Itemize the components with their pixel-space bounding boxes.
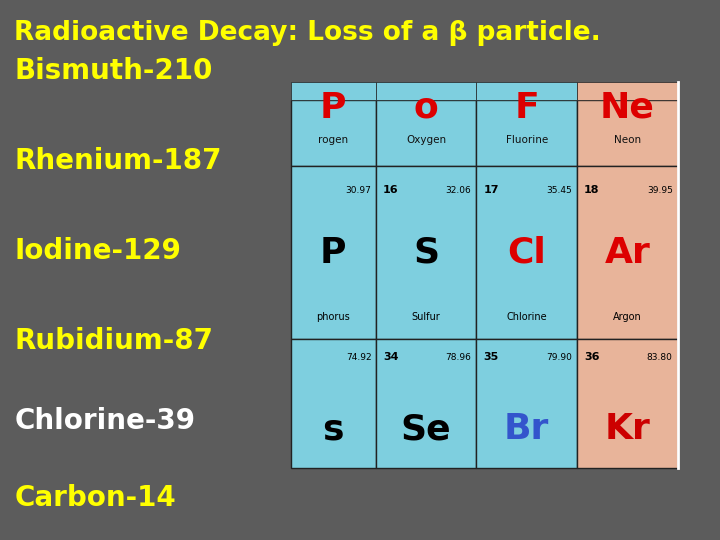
Text: Sulfur: Sulfur (412, 312, 441, 322)
Text: Cl: Cl (508, 236, 546, 269)
Text: 36: 36 (584, 352, 600, 362)
Text: Chlorine-39: Chlorine-39 (14, 407, 195, 435)
Text: Oxygen: Oxygen (406, 135, 446, 145)
Text: Ar: Ar (605, 236, 650, 269)
Text: P: P (320, 91, 346, 125)
Bar (376, 166, 477, 339)
Text: Ne: Ne (600, 91, 655, 125)
Text: 34: 34 (383, 352, 398, 362)
Text: 30.97: 30.97 (346, 186, 372, 195)
Text: rogen: rogen (318, 135, 348, 145)
Text: Neon: Neon (614, 135, 641, 145)
Bar (477, 166, 577, 339)
Bar (577, 166, 678, 339)
Text: Chlorine: Chlorine (506, 312, 547, 322)
Text: Fluorine: Fluorine (505, 135, 548, 145)
Bar (477, 339, 577, 468)
Text: o: o (414, 91, 438, 125)
Bar (291, 100, 376, 166)
Bar (376, 100, 477, 166)
Text: phorus: phorus (316, 312, 350, 322)
Text: 83.80: 83.80 (647, 353, 672, 362)
Text: s: s (323, 413, 344, 447)
Text: Iodine-129: Iodine-129 (14, 237, 181, 265)
Bar (291, 82, 376, 100)
Bar (291, 82, 678, 468)
Text: 32.06: 32.06 (446, 186, 472, 195)
Bar (376, 82, 477, 100)
Text: 35.45: 35.45 (546, 186, 572, 195)
Text: Carbon-14: Carbon-14 (14, 484, 176, 512)
Text: Bismuth-210: Bismuth-210 (14, 57, 212, 85)
Text: 17: 17 (484, 185, 499, 195)
Text: Se: Se (401, 413, 451, 447)
Text: Kr: Kr (605, 413, 650, 447)
Bar (477, 82, 577, 100)
Text: 35: 35 (484, 352, 499, 362)
Text: S: S (413, 236, 439, 269)
Bar (477, 100, 577, 166)
Bar (577, 100, 678, 166)
Text: 74.92: 74.92 (346, 353, 372, 362)
Bar (577, 339, 678, 468)
Bar (291, 339, 376, 468)
Text: 79.90: 79.90 (546, 353, 572, 362)
Bar (291, 166, 376, 339)
Text: F: F (514, 91, 539, 125)
Bar (577, 82, 678, 100)
Text: 18: 18 (584, 185, 600, 195)
Text: 16: 16 (383, 185, 399, 195)
Text: Radioactive Decay: Loss of a β particle.: Radioactive Decay: Loss of a β particle. (14, 20, 601, 46)
Text: Rhenium-187: Rhenium-187 (14, 147, 222, 175)
Text: Argon: Argon (613, 312, 642, 322)
Text: 78.96: 78.96 (446, 353, 472, 362)
Text: 39.95: 39.95 (647, 186, 672, 195)
Text: Br: Br (504, 413, 549, 447)
Text: P: P (320, 236, 346, 269)
Bar (376, 339, 477, 468)
Text: Rubidium-87: Rubidium-87 (14, 327, 213, 355)
